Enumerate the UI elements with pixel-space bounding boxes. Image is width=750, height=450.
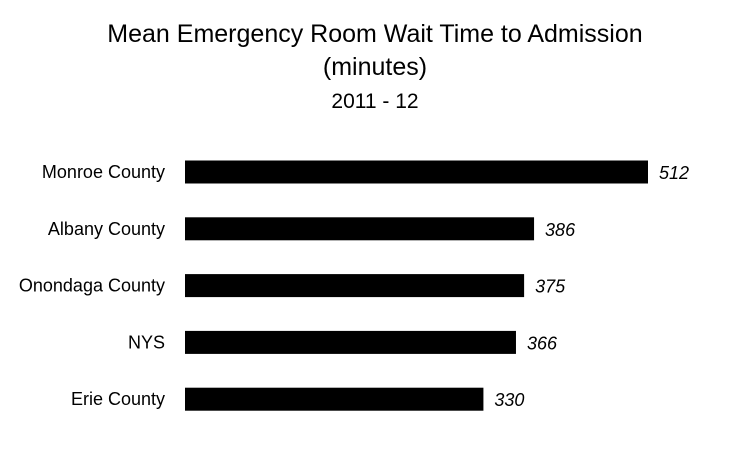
chart-title: Mean Emergency Room Wait Time to Admissi… (0, 18, 750, 84)
category-label: Monroe County (42, 162, 165, 182)
value-label: 512 (659, 163, 689, 183)
chart-title-line-2: (minutes) (322, 53, 428, 81)
value-label: 366 (527, 333, 558, 353)
category-label: NYS (128, 332, 165, 352)
value-label: 386 (545, 220, 576, 240)
category-label: Albany County (48, 219, 165, 239)
bar (185, 274, 525, 298)
bar (185, 330, 516, 354)
value-label: 375 (535, 277, 566, 297)
category-label: Onondaga County (19, 276, 165, 296)
chart-title-line-1: Mean Emergency Room Wait Time to Admissi… (107, 20, 643, 48)
category-label: Erie County (71, 389, 165, 409)
bar (185, 387, 484, 411)
bar (185, 160, 648, 184)
chart-subtitle: 2011 - 12 (331, 90, 419, 113)
bar (185, 217, 535, 241)
value-label: 330 (494, 390, 524, 410)
